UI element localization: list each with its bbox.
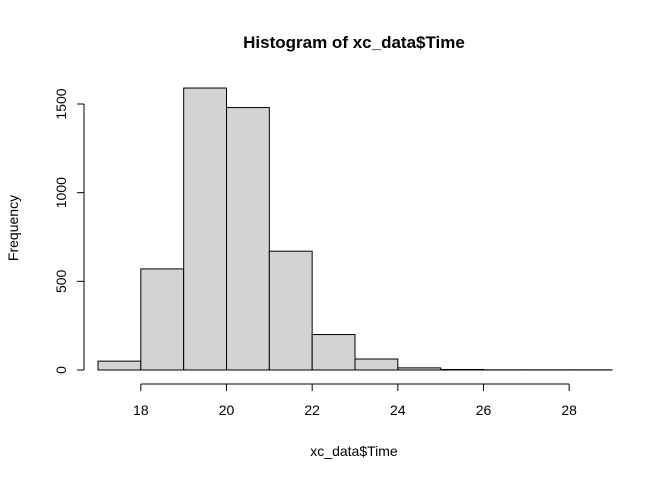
x-tick-label-26: 26: [476, 402, 492, 418]
histogram-bar-23-24: [354, 358, 399, 371]
x-tick-label-22: 22: [304, 402, 320, 418]
y-axis: 0 500 1000 1500: [53, 88, 85, 374]
histogram-bar-18-19: [140, 268, 185, 371]
x-axis: 18 20 22 24 26 28: [133, 383, 577, 418]
y-tick-label-1000: 1000: [53, 177, 69, 208]
histogram-bar-22-23: [311, 334, 356, 371]
histogram-bar-17-18: [97, 360, 142, 371]
histogram-bar-24-25: [397, 367, 442, 371]
histogram-bar-25-26: [440, 368, 485, 371]
histogram-bar-20-21: [226, 107, 270, 371]
y-tick-label-1500: 1500: [53, 88, 69, 119]
histogram-bar-19-20: [183, 87, 227, 371]
x-axis-label: xc_data$Time: [310, 443, 398, 459]
y-axis-label: Frequency: [5, 195, 21, 261]
x-tick-label-18: 18: [133, 402, 149, 418]
y-tick-label-0: 0: [53, 366, 69, 374]
chart-title: Histogram of xc_data$Time: [243, 33, 465, 52]
x-tick-label-28: 28: [561, 402, 577, 418]
bars-group: [97, 87, 613, 371]
y-tick-label-500: 500: [53, 269, 69, 293]
x-tick-label-20: 20: [219, 402, 235, 418]
x-tick-label-24: 24: [390, 402, 406, 418]
histogram-bar-21-22: [268, 250, 313, 371]
